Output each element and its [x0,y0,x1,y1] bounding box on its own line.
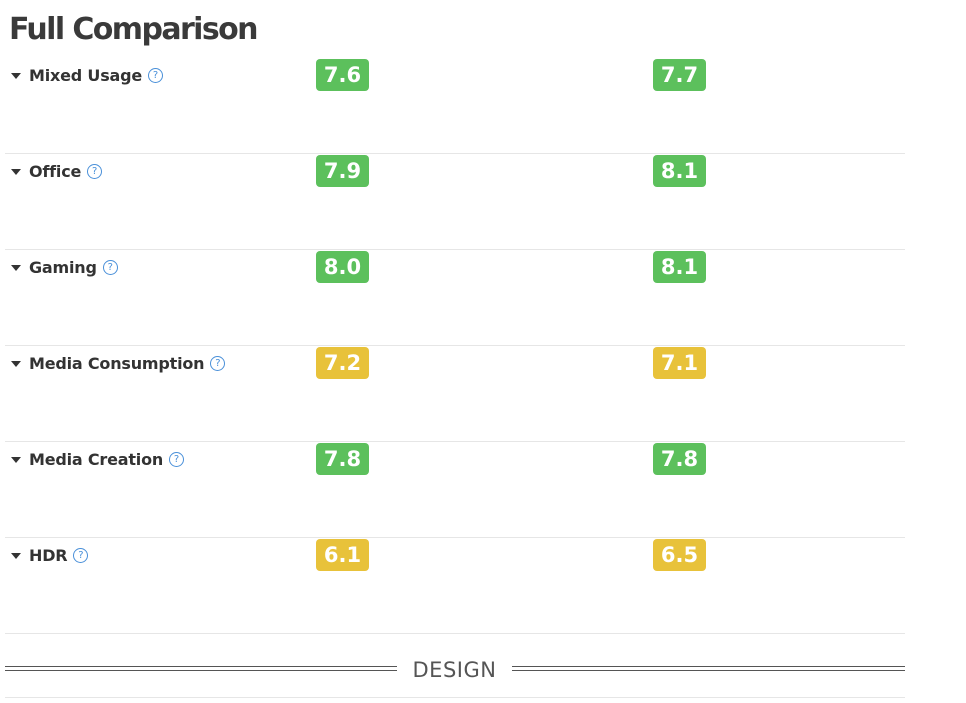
score-badge-b: 7.7 [653,59,706,91]
divider [5,697,905,698]
question-circle-icon[interactable]: ? [210,356,226,371]
question-circle-icon[interactable]: ? [87,164,103,179]
score-badge-a: 7.9 [316,155,369,187]
question-circle-icon[interactable]: ? [169,452,185,467]
caret-down-icon [11,456,21,463]
row-label: Gaming [29,258,97,277]
caret-down-icon [11,72,21,79]
score-badge-b: 7.1 [653,347,706,379]
table-row: Mixed Usage ? 7.6 7.7 [5,58,905,154]
table-row: Media Consumption ? 7.2 7.1 [5,346,905,442]
row-toggle-media-consumption[interactable]: Media Consumption ? [11,354,226,373]
row-label: Office [29,162,82,181]
section-heading: DESIGN [412,658,497,682]
score-table: Mixed Usage ? 7.6 7.7 Office ? 7.9 8.1 G… [5,58,905,634]
score-badge-a: 7.6 [316,59,369,91]
score-badge-a: 7.2 [316,347,369,379]
score-badge-b: 6.5 [653,539,706,571]
question-circle-icon[interactable]: ? [73,548,89,563]
table-row: Gaming ? 8.0 8.1 [5,250,905,346]
score-badge-b: 8.1 [653,155,706,187]
section-divider-design: DESIGN [5,656,905,686]
row-toggle-hdr[interactable]: HDR ? [11,546,89,565]
caret-down-icon [11,168,21,175]
question-circle-icon[interactable]: ? [102,260,118,275]
table-row: Office ? 7.9 8.1 [5,154,905,250]
divider-line-right [512,666,905,671]
score-badge-b: 8.1 [653,251,706,283]
score-badge-b: 7.8 [653,443,706,475]
question-circle-icon[interactable]: ? [148,68,164,83]
caret-down-icon [11,264,21,271]
row-toggle-gaming[interactable]: Gaming ? [11,258,118,277]
row-toggle-office[interactable]: Office ? [11,162,103,181]
row-label: Media Consumption [29,354,205,373]
row-label: Media Creation [29,450,164,469]
row-label: Mixed Usage [29,66,143,85]
score-badge-a: 8.0 [316,251,369,283]
caret-down-icon [11,552,21,559]
divider-line-left [5,666,397,671]
score-badge-a: 6.1 [316,539,369,571]
table-row: Media Creation ? 7.8 7.8 [5,442,905,538]
caret-down-icon [11,360,21,367]
score-badge-a: 7.8 [316,443,369,475]
row-toggle-mixed-usage[interactable]: Mixed Usage ? [11,66,164,85]
row-label: HDR [29,546,68,565]
page-title: Full Comparison [9,12,258,47]
table-row: HDR ? 6.1 6.5 [5,538,905,634]
row-toggle-media-creation[interactable]: Media Creation ? [11,450,185,469]
